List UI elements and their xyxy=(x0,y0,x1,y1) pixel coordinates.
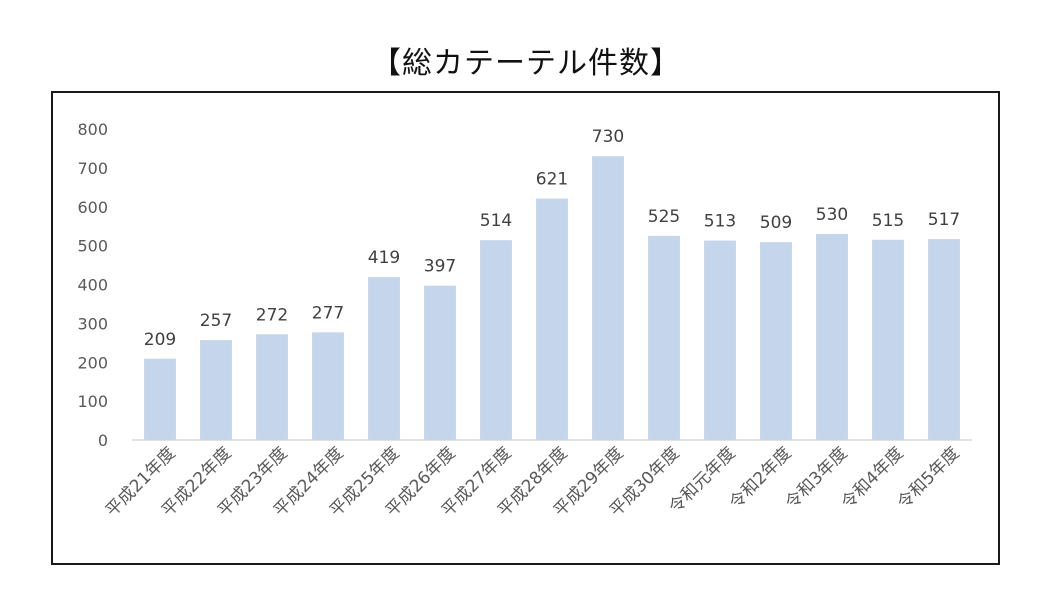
bar xyxy=(872,239,904,440)
y-tick-label: 800 xyxy=(77,120,108,139)
data-label: 517 xyxy=(928,210,960,230)
data-label: 277 xyxy=(312,303,344,323)
bar xyxy=(312,332,344,440)
data-label: 514 xyxy=(480,211,512,231)
data-label: 525 xyxy=(648,207,680,227)
y-tick-label: 700 xyxy=(77,159,108,178)
y-tick-label: 200 xyxy=(77,353,108,372)
bar xyxy=(760,242,792,440)
bar xyxy=(144,358,176,440)
bar xyxy=(928,239,960,440)
data-label: 621 xyxy=(536,170,568,190)
y-tick-label: 0 xyxy=(98,431,108,450)
bar xyxy=(816,233,848,440)
data-label: 513 xyxy=(704,212,736,232)
data-label: 509 xyxy=(760,213,792,233)
data-label: 209 xyxy=(144,330,176,350)
data-label: 419 xyxy=(368,248,400,268)
chart-title: 【総カテーテル件数】 xyxy=(371,46,681,81)
y-tick-label: 600 xyxy=(77,198,108,217)
bar xyxy=(256,334,288,440)
data-label: 272 xyxy=(256,305,288,325)
x-tick-label: 令和5年度 xyxy=(894,443,964,513)
data-label: 515 xyxy=(872,211,904,231)
data-label: 530 xyxy=(816,205,848,225)
bar xyxy=(648,235,680,440)
bar xyxy=(592,156,624,440)
data-label: 397 xyxy=(424,257,456,277)
bar xyxy=(424,285,456,440)
bar xyxy=(480,240,512,440)
bar xyxy=(536,198,568,440)
bar xyxy=(200,340,232,440)
y-tick-label: 100 xyxy=(77,392,108,411)
y-tick-label: 500 xyxy=(77,237,108,256)
bar xyxy=(704,240,736,440)
data-label: 257 xyxy=(200,311,232,331)
y-tick-label: 300 xyxy=(77,314,108,333)
bar xyxy=(368,277,400,440)
y-tick-label: 400 xyxy=(77,276,108,295)
data-label: 730 xyxy=(592,127,624,147)
